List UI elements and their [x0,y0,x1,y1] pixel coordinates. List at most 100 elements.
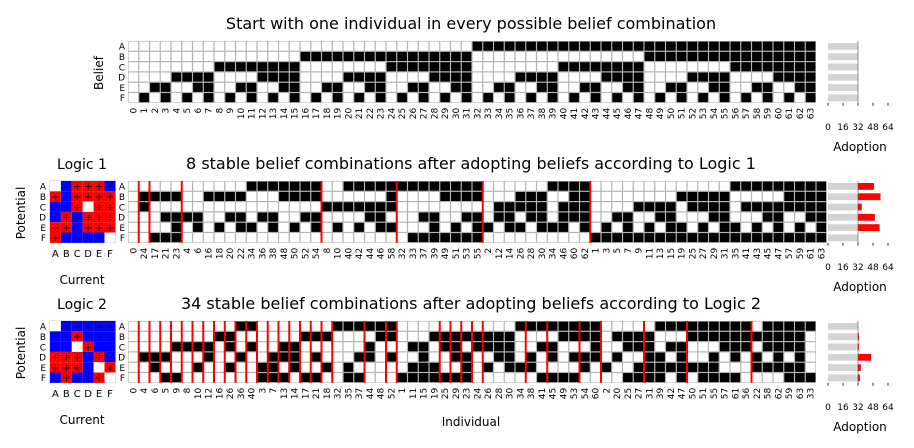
heatmap-cell [472,321,483,331]
heatmap-cell [139,191,149,201]
x-tick-label: 59 [785,388,795,400]
heatmap-cell [526,342,536,352]
heatmap-cell [676,352,687,362]
heatmap-cell [795,362,805,372]
adoption-tick-label: 48 [867,403,879,413]
heatmap-cell [461,331,472,341]
heatmap-cell [300,82,311,92]
x-tick-label: 17 [301,388,311,399]
heatmap-cell [160,181,171,191]
heatmap-cell [762,331,773,341]
heatmap-cell [633,72,644,82]
heatmap-cell [590,62,601,72]
heatmap-cell [483,362,493,372]
heatmap-cell [719,212,730,222]
x-tick-label: 26 [516,248,526,260]
heatmap-cell [171,181,182,191]
heatmap-cell [741,342,751,352]
heatmap-cell [709,72,719,82]
heatmap-cell [472,352,483,362]
heatmap-cell [225,212,235,222]
heatmap-cell [666,331,676,341]
heatmap-cell [773,82,784,92]
logic-cell [60,362,72,373]
heatmap-cell [236,212,246,222]
adoption-tick-label: 64 [882,263,894,273]
logic-cell [82,191,94,202]
heatmap-cell [730,51,741,61]
x-tick-label: 19 [678,248,688,260]
heatmap-cell [526,62,536,72]
heatmap-cell [343,222,354,232]
x-tick-label: 61 [731,388,741,399]
heatmap-cell [139,62,149,72]
logic-cell [82,341,94,352]
x-tick-label: 47 [678,388,688,399]
heatmap-cell [375,41,386,51]
heatmap-cell [612,222,622,232]
heatmap-cell [590,41,601,51]
heatmap-cell [762,233,773,243]
row-label: B [119,193,125,203]
heatmap-cell [537,93,547,103]
heatmap-cell [655,41,665,51]
heatmap-cell [569,93,579,103]
heatmap-cell [375,342,386,352]
heatmap-cell [483,352,493,362]
logic-cell [104,351,116,363]
heatmap-cell [214,51,225,61]
heatmap-cell [289,41,300,51]
heatmap-cell [483,321,493,331]
heatmap-cell [193,362,203,372]
heatmap-cell [601,202,612,212]
heatmap-cell [504,181,515,191]
heatmap-cell [784,41,794,51]
heatmap-cell [451,202,461,212]
logic-cell [71,181,83,192]
heatmap-cell [504,321,515,331]
heatmap-cell [741,191,751,201]
heatmap-cell [601,373,612,383]
heatmap-cell [687,373,698,383]
heatmap-cell [666,72,676,82]
heatmap-cell [343,41,354,51]
heatmap-cell [440,362,450,372]
heatmap-cell [773,202,784,212]
heatmap-cell [397,352,407,362]
x-tick-label: 3 [258,388,268,394]
logic-sign: + [84,342,92,353]
x-tick-label: 30 [452,108,462,120]
heatmap-cell [386,191,397,201]
heatmap-cell [171,342,182,352]
x-tick-label: 15 [291,108,301,119]
row-label: F [120,94,125,104]
heatmap-cell [795,93,805,103]
heatmap-cell [719,202,730,212]
heatmap-cell [268,362,278,372]
heatmap-cell [236,62,246,72]
heatmap-cell [451,82,461,92]
x-tick-label: 54 [312,248,322,260]
heatmap-cell [343,321,354,331]
adoption-bar [828,364,858,371]
heatmap-cell [139,331,149,341]
heatmap-cell [601,41,612,51]
heatmap-cell [418,321,429,331]
logic-cell [104,331,116,342]
heatmap-cell [719,41,730,51]
heatmap-cell [569,62,579,72]
x-tick-label: 18 [323,108,333,120]
heatmap-cell [354,62,364,72]
heatmap-cell [451,342,461,352]
heatmap-cell [451,233,461,243]
adoption-bar-excess [858,343,859,351]
row-label: C [119,203,125,213]
heatmap-cell [547,342,558,352]
heatmap-cell [515,62,526,72]
heatmap-cell [537,321,547,331]
heatmap-cell [171,41,182,51]
heatmap-cell [483,93,493,103]
heatmap-cell [386,233,397,243]
logic-row-label: B [40,193,46,203]
